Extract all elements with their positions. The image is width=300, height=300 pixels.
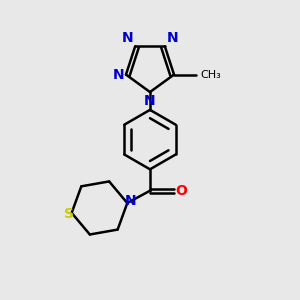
Text: N: N	[113, 68, 124, 82]
Text: O: O	[175, 184, 187, 198]
Text: N: N	[124, 194, 136, 208]
Text: N: N	[144, 94, 156, 107]
Text: N: N	[122, 31, 134, 45]
Text: N: N	[166, 31, 178, 45]
Text: S: S	[64, 207, 74, 221]
Text: CH₃: CH₃	[200, 70, 220, 80]
